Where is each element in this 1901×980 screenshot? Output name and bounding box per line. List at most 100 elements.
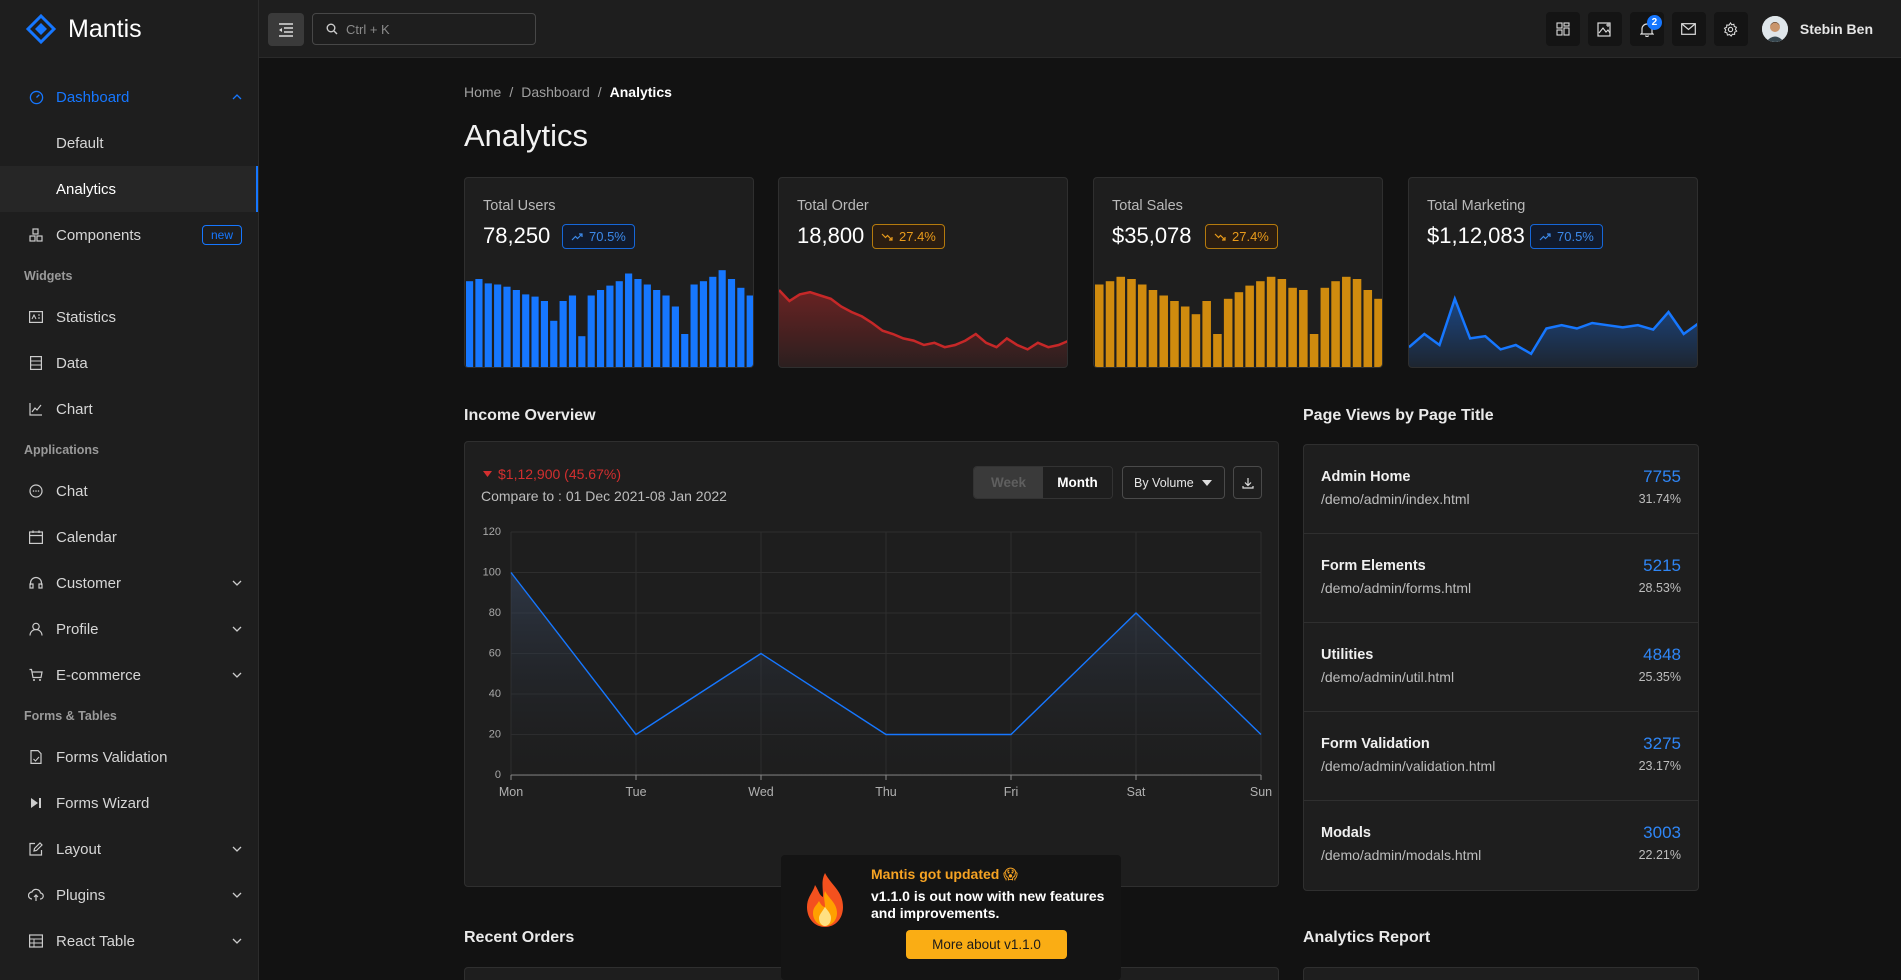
sparkline-bar xyxy=(1148,290,1158,367)
menu-toggle-button[interactable] xyxy=(268,13,304,46)
sidebar-item-plugins[interactable]: Plugins xyxy=(0,872,258,918)
page-view-percent: 23.17% xyxy=(1638,759,1681,773)
income-point[interactable] xyxy=(1009,733,1013,737)
list-item[interactable]: Admin Home /demo/admin/index.html 7755 3… xyxy=(1304,445,1698,534)
file-image-button[interactable] xyxy=(1587,12,1622,46)
sidebar-item-analytics[interactable]: Analytics xyxy=(0,166,258,212)
list-item[interactable]: Utilities /demo/admin/util.html 4848 25.… xyxy=(1304,623,1698,712)
sidebar-item-layout[interactable]: Layout xyxy=(0,826,258,872)
search-input[interactable] xyxy=(346,21,516,37)
income-point[interactable] xyxy=(1134,611,1138,615)
page-views-title: Page Views by Page Title xyxy=(1303,407,1494,424)
sidebar-item-label: React Table xyxy=(56,932,135,950)
sparkline-bar xyxy=(718,270,726,367)
income-delta-value: $1,12,900 (45.67%) xyxy=(498,466,621,482)
cloud-upload-icon xyxy=(28,887,44,903)
stat-label: Total Sales xyxy=(1112,198,1183,214)
page-view-title: Admin Home xyxy=(1321,469,1411,485)
logo[interactable]: Mantis xyxy=(0,0,258,58)
sidebar-item-calendar[interactable]: Calendar xyxy=(0,514,258,560)
income-point[interactable] xyxy=(884,733,888,737)
sidebar-item-chart[interactable]: Chart xyxy=(0,386,258,432)
income-point[interactable] xyxy=(634,733,638,737)
sparkline-bar xyxy=(606,285,614,367)
sparkline-bar xyxy=(643,284,651,367)
download-button[interactable] xyxy=(1233,466,1262,499)
windows-button[interactable] xyxy=(1545,12,1580,46)
search-box[interactable] xyxy=(312,13,536,45)
app-name: Mantis xyxy=(68,14,142,43)
page-view-url: /demo/admin/index.html xyxy=(1321,491,1470,507)
sidebar-item-label: Forms Wizard xyxy=(56,794,150,812)
chevron-down-icon xyxy=(232,626,242,632)
month-toggle-button[interactable]: Month xyxy=(1043,467,1112,498)
page-view-count: 3003 xyxy=(1643,823,1681,842)
income-point[interactable] xyxy=(759,652,763,656)
breadcrumb-separator: / xyxy=(597,84,602,100)
sparkline-bar xyxy=(494,284,502,367)
sparkline-bar xyxy=(699,281,708,367)
caret-down-icon xyxy=(483,471,492,477)
chevron-down-icon xyxy=(232,580,242,586)
sidebar-item-profile[interactable]: Profile xyxy=(0,606,258,652)
income-point[interactable] xyxy=(1259,733,1263,737)
recent-orders-title: Recent Orders xyxy=(464,929,575,946)
page-view-percent: 28.53% xyxy=(1638,581,1681,595)
sparkline-bar xyxy=(1137,284,1147,367)
list-item[interactable]: Form Validation /demo/admin/validation.h… xyxy=(1304,712,1698,801)
sparkline-bar xyxy=(1116,276,1126,367)
step-forward-icon xyxy=(28,795,44,811)
sidebar-item-forms-validation[interactable]: Forms Validation xyxy=(0,734,258,780)
page-views-panel: Admin Home /demo/admin/index.html 7755 3… xyxy=(1303,444,1699,891)
income-point[interactable] xyxy=(509,571,513,575)
sparkline-bar xyxy=(1320,287,1330,367)
notifications-button[interactable]: 2 xyxy=(1629,12,1664,46)
sidebar-item-forms-wizard[interactable]: Forms Wizard xyxy=(0,780,258,826)
page-view-title: Utilities xyxy=(1321,647,1374,663)
sidebar-item-customer[interactable]: Customer xyxy=(0,560,258,606)
stat-value: $1,12,083 xyxy=(1427,223,1525,248)
sidebar-item-dashboard[interactable]: Dashboard xyxy=(0,74,258,120)
sparkline-bar xyxy=(522,294,530,367)
breadcrumb-dashboard[interactable]: Dashboard xyxy=(521,84,590,100)
sidebar-item-data[interactable]: Data xyxy=(0,340,258,386)
list-item[interactable]: Modals /demo/admin/modals.html 3003 22.2… xyxy=(1304,801,1698,890)
x-tick-label: Sat xyxy=(1127,785,1146,799)
y-tick-label: 40 xyxy=(489,688,501,700)
y-tick-label: 80 xyxy=(489,607,501,619)
trend-down-icon xyxy=(1214,233,1226,241)
page-view-percent: 25.35% xyxy=(1638,670,1681,684)
sidebar-item-chat[interactable]: Chat xyxy=(0,468,258,514)
fire-icon xyxy=(807,873,843,927)
chevron-down-icon xyxy=(232,938,242,944)
page-view-url: /demo/admin/util.html xyxy=(1321,669,1455,685)
volume-select[interactable]: By Volume xyxy=(1122,466,1225,499)
sidebar-item-components[interactable]: Components new xyxy=(0,212,258,258)
avatar[interactable] xyxy=(1761,16,1788,42)
more-about-update-button[interactable]: More about v1.1.0 xyxy=(906,930,1067,959)
sparkline-bar xyxy=(587,295,595,367)
analytics-report-title: Analytics Report xyxy=(1303,929,1431,946)
sparkline-bar xyxy=(1299,290,1308,367)
sparkline-bar xyxy=(475,279,483,367)
week-toggle-button[interactable]: Week xyxy=(974,467,1043,498)
sparkline-bar xyxy=(1180,306,1190,367)
sidebar-item-label: Chat xyxy=(56,482,88,500)
sparkline-bar xyxy=(1245,285,1254,367)
sparkline-bar xyxy=(1277,279,1287,367)
sparkline-bar xyxy=(625,273,633,367)
stat-card-total-order: Total Order 18,800 27.4% xyxy=(778,177,1068,368)
sidebar-item-statistics[interactable]: Statistics xyxy=(0,294,258,340)
user-name[interactable]: Stebin Ben xyxy=(1799,21,1873,37)
page-view-percent: 22.21% xyxy=(1638,848,1681,862)
breadcrumb-home[interactable]: Home xyxy=(464,84,502,100)
messages-button[interactable] xyxy=(1671,12,1706,46)
sidebar-item-react-table[interactable]: React Table xyxy=(0,918,258,964)
sidebar-item-label: Profile xyxy=(56,620,99,638)
trend-up-icon xyxy=(1539,232,1551,240)
sidebar-item-ecommerce[interactable]: E-commerce xyxy=(0,652,258,698)
list-item[interactable]: Form Elements /demo/admin/forms.html 521… xyxy=(1304,534,1698,623)
sidebar-item-default[interactable]: Default xyxy=(0,120,258,166)
settings-button[interactable] xyxy=(1713,12,1748,46)
file-image-icon xyxy=(1597,21,1611,37)
